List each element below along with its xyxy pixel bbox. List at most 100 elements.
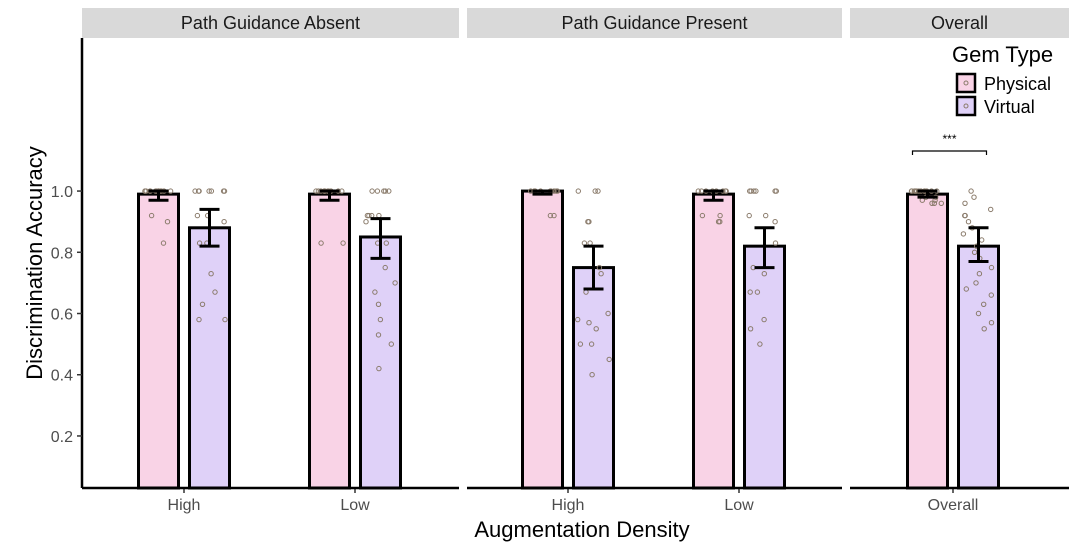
data-point <box>747 289 753 295</box>
legend-key-virtual <box>955 95 977 117</box>
bar-virtual <box>359 235 402 490</box>
data-point <box>551 212 557 219</box>
data-point <box>606 356 612 363</box>
data-point <box>164 219 171 225</box>
data-point <box>222 316 228 323</box>
data-point <box>377 316 384 323</box>
data-point <box>318 240 324 246</box>
data-point <box>392 280 398 286</box>
data-point <box>761 316 767 323</box>
data-point <box>196 316 202 323</box>
significance-label: *** <box>942 132 956 146</box>
data-point <box>381 188 387 194</box>
data-point <box>748 188 754 194</box>
data-point <box>142 188 148 194</box>
data-point <box>772 219 778 225</box>
data-point <box>723 188 729 194</box>
data-point <box>596 264 603 271</box>
facet-strip-label: Path Guidance Present <box>561 13 747 33</box>
facet-strip-label: Path Guidance Absent <box>181 13 360 33</box>
data-point <box>375 301 382 307</box>
significance-bracket <box>911 150 988 155</box>
x-axis-title: Augmentation Density <box>474 517 689 542</box>
data-point <box>375 332 382 338</box>
data-point <box>313 188 319 194</box>
data-point <box>988 292 994 298</box>
data-point <box>383 240 389 246</box>
data-point <box>363 219 369 225</box>
data-point <box>577 341 584 347</box>
bar-physical <box>521 189 564 490</box>
data-point <box>960 231 967 237</box>
data-point <box>339 188 345 194</box>
legend-key-point <box>963 80 969 86</box>
data-point <box>221 219 227 225</box>
data-point <box>194 212 201 219</box>
data-point <box>575 316 581 323</box>
data-point <box>962 200 968 207</box>
data-point <box>772 188 778 194</box>
bar-virtual <box>188 226 231 490</box>
data-point <box>695 188 701 194</box>
data-point <box>962 212 968 219</box>
bar-virtual <box>572 266 615 490</box>
data-point <box>757 341 763 347</box>
data-point <box>929 200 935 207</box>
data-point <box>364 212 371 219</box>
data-point <box>588 341 595 347</box>
x-tick-label: High <box>168 497 201 514</box>
data-point <box>981 326 987 332</box>
data-point <box>981 301 987 307</box>
data-point <box>968 188 974 194</box>
y-tick-label: 0.2 <box>51 429 73 446</box>
data-point <box>746 212 752 219</box>
data-point <box>931 200 938 207</box>
data-point <box>699 212 706 219</box>
facet-strip <box>467 8 842 38</box>
data-point <box>382 188 389 194</box>
data-point <box>589 372 595 378</box>
x-tick-label: Low <box>340 497 370 514</box>
data-point <box>747 326 754 332</box>
data-point <box>547 212 554 219</box>
legend-label: Virtual <box>984 97 1035 117</box>
legend-key-physical <box>955 72 977 94</box>
data-point <box>587 240 593 246</box>
data-point <box>761 271 767 277</box>
data-point <box>208 188 215 194</box>
data-point <box>988 320 995 326</box>
y-tick-label: 1.0 <box>51 184 73 201</box>
data-point <box>979 237 985 243</box>
data-point <box>586 219 592 225</box>
data-point <box>973 280 979 286</box>
y-tick-label: 0.8 <box>51 245 73 262</box>
legend-label: Physical <box>984 74 1051 94</box>
bar-physical <box>692 192 735 490</box>
y-axis-title: Discrimination Accuracy <box>22 146 47 380</box>
x-tick-label: Overall <box>928 497 979 514</box>
bar-virtual <box>743 244 786 490</box>
data-point <box>963 286 969 292</box>
data-point <box>605 310 611 317</box>
data-point <box>199 301 206 307</box>
data-point <box>575 188 581 194</box>
facet-strip <box>82 8 459 38</box>
data-point <box>593 326 599 332</box>
data-point <box>763 212 769 219</box>
bar-physical <box>308 192 351 490</box>
data-point <box>976 271 983 277</box>
data-point <box>372 289 378 295</box>
data-point <box>586 320 592 326</box>
data-point <box>988 264 995 271</box>
data-point <box>965 219 972 225</box>
data-point <box>598 271 604 277</box>
data-point <box>382 264 388 271</box>
data-point <box>975 310 982 317</box>
data-point <box>376 365 382 372</box>
data-point <box>386 188 392 194</box>
data-point <box>715 219 722 225</box>
data-point <box>971 194 977 200</box>
data-point <box>909 188 915 194</box>
data-point <box>212 289 218 295</box>
data-point <box>160 240 167 246</box>
